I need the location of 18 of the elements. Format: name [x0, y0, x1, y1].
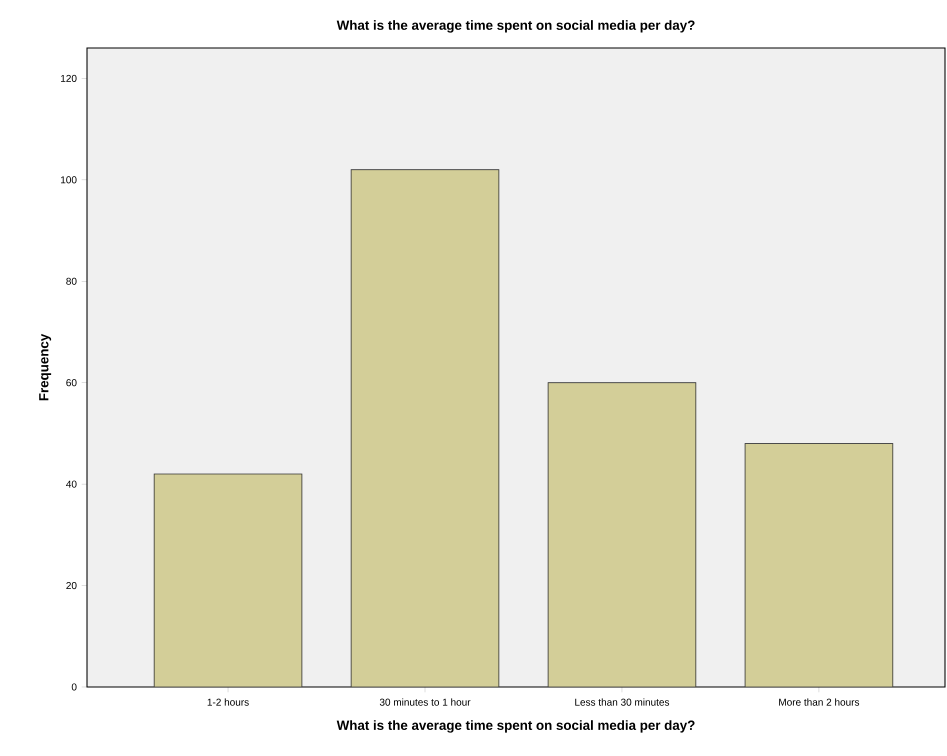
y-tick-label: 80 [66, 278, 77, 285]
x-tick-label: Less than 30 minutes [575, 698, 670, 706]
x-axis-title: What is the average time spent on social media per day? [336, 720, 695, 733]
y-tick-label: 60 [66, 379, 77, 386]
bar [548, 382, 696, 687]
y-tick-label: 20 [66, 582, 77, 590]
bar [744, 443, 894, 687]
x-tick-label: 1-2 hours [208, 698, 249, 706]
bar [154, 474, 302, 687]
bar [350, 169, 500, 687]
y-tick-label: 100 [61, 176, 77, 184]
x-tick-label: More than 2 hours [779, 698, 860, 706]
y-tick-label: 40 [66, 480, 77, 488]
y-tick-label: 0 [72, 683, 77, 691]
x-tick-label: 30 minutes to 1 hour [380, 698, 470, 706]
y-axis-title: Frequency [39, 334, 52, 400]
y-tick-label: 120 [61, 74, 77, 82]
chart-title: What is the average time spent on social media per day? [336, 20, 695, 33]
